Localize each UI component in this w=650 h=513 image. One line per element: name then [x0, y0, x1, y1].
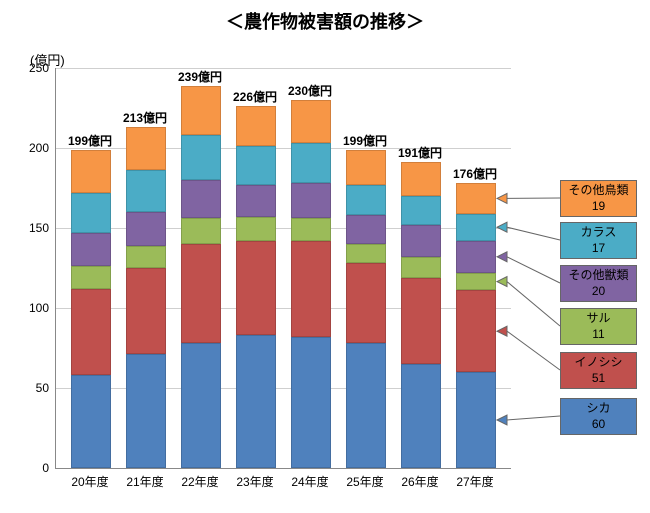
legend-callout-inoshishi: イノシシ51: [560, 352, 637, 389]
bar-segment-saru: [456, 273, 496, 291]
bar-total-label: 191億円: [390, 144, 450, 161]
bar-segment-inoshishi: [71, 289, 111, 375]
legend-series-value: 17: [561, 241, 636, 257]
bar-segment-inoshishi: [456, 290, 496, 372]
bar-segment-karasu: [456, 214, 496, 241]
chart-title: ＜農作物被害額の推移＞: [0, 8, 650, 34]
plot-area: [55, 68, 511, 469]
legend-callout-shika: シカ60: [560, 398, 637, 435]
bar-segment-shika: [236, 335, 276, 468]
bar-segment-shika: [71, 375, 111, 468]
bar-segment-other_birds: [291, 100, 331, 143]
bar-segment-saru: [126, 246, 166, 268]
bar-segment-other_birds: [71, 150, 111, 193]
bar-segment-other_birds: [401, 162, 441, 196]
bar-segment-shika: [181, 343, 221, 468]
bar-segment-other_birds: [346, 150, 386, 185]
legend-series-value: 11: [561, 327, 636, 343]
legend-callout-saru: サル11: [560, 308, 637, 345]
bar-total-label: 230億円: [280, 82, 340, 99]
gridline: [56, 68, 511, 69]
x-tick-label: 23年度: [225, 473, 285, 490]
y-tick-label: 100: [11, 301, 49, 315]
bar-segment-inoshishi: [126, 268, 166, 354]
bar-segment-other_beasts: [401, 225, 441, 257]
chart-stage: { "title": "＜農作物被害額の推移＞", "yAxis": { "un…: [0, 0, 650, 513]
legend-callout-other_beasts: その他獣類20: [560, 265, 637, 302]
x-tick-label: 21年度: [115, 473, 175, 490]
bar-segment-other_birds: [181, 86, 221, 136]
bar-segment-karasu: [181, 135, 221, 180]
legend-series-name: その他獣類: [561, 268, 636, 284]
y-tick-label: 0: [11, 461, 49, 475]
bar-total-label: 226億円: [225, 88, 285, 105]
bar-segment-karasu: [291, 143, 331, 183]
legend-series-name: イノシシ: [561, 355, 636, 371]
bar-segment-inoshishi: [236, 241, 276, 335]
bar-segment-inoshishi: [346, 263, 386, 343]
bar-segment-other_beasts: [346, 215, 386, 244]
legend-series-value: 60: [561, 417, 636, 433]
legend-series-value: 19: [561, 199, 636, 215]
y-tick-label: 200: [11, 141, 49, 155]
bar-segment-other_birds: [236, 106, 276, 146]
x-tick-label: 20年度: [60, 473, 120, 490]
bar-segment-inoshishi: [401, 278, 441, 364]
legend-series-name: その他鳥類: [561, 183, 636, 199]
y-tick-label: 250: [11, 61, 49, 75]
bar-segment-karasu: [401, 196, 441, 225]
bar-segment-shika: [401, 364, 441, 468]
bar-segment-inoshishi: [181, 244, 221, 343]
legend-series-value: 20: [561, 284, 636, 300]
bar-segment-saru: [71, 266, 111, 288]
legend-callout-karasu: カラス17: [560, 222, 637, 259]
bar-segment-other_beasts: [236, 185, 276, 217]
x-tick-label: 27年度: [445, 473, 505, 490]
bar-total-label: 176億円: [445, 165, 505, 182]
x-tick-label: 25年度: [335, 473, 395, 490]
x-tick-label: 22年度: [170, 473, 230, 490]
bar-segment-other_beasts: [291, 183, 331, 218]
bar-segment-other_beasts: [71, 233, 111, 267]
bar-segment-karasu: [71, 193, 111, 233]
bar-segment-shika: [126, 354, 166, 468]
bar-segment-karasu: [346, 185, 386, 215]
legend-series-name: カラス: [561, 225, 636, 241]
bar-segment-shika: [346, 343, 386, 468]
gridline: [56, 228, 511, 229]
bar-segment-other_beasts: [181, 180, 221, 218]
bar-segment-shika: [456, 372, 496, 468]
x-tick-label: 24年度: [280, 473, 340, 490]
x-tick-label: 26年度: [390, 473, 450, 490]
bar-segment-saru: [181, 218, 221, 244]
bar-segment-karasu: [236, 146, 276, 184]
bar-segment-karasu: [126, 170, 166, 212]
bar-segment-other_birds: [456, 183, 496, 213]
y-tick-label: 150: [11, 221, 49, 235]
legend-callout-other_birds: その他鳥類19: [560, 180, 637, 217]
bar-total-label: 239億円: [170, 68, 230, 85]
bar-segment-other_birds: [126, 127, 166, 170]
legend-series-value: 51: [561, 371, 636, 387]
gridline: [56, 308, 511, 309]
legend-series-name: シカ: [561, 401, 636, 417]
bar-segment-saru: [346, 244, 386, 263]
legend-series-name: サル: [561, 311, 636, 327]
bar-total-label: 213億円: [115, 109, 175, 126]
bar-segment-other_beasts: [456, 241, 496, 273]
bar-total-label: 199億円: [335, 132, 395, 149]
bar-segment-saru: [236, 217, 276, 241]
bar-segment-saru: [291, 218, 331, 240]
bar-segment-inoshishi: [291, 241, 331, 337]
bar-segment-saru: [401, 257, 441, 278]
y-tick-label: 50: [11, 381, 49, 395]
bar-total-label: 199億円: [60, 132, 120, 149]
bar-segment-shika: [291, 337, 331, 468]
gridline: [56, 388, 511, 389]
bar-segment-other_beasts: [126, 212, 166, 246]
